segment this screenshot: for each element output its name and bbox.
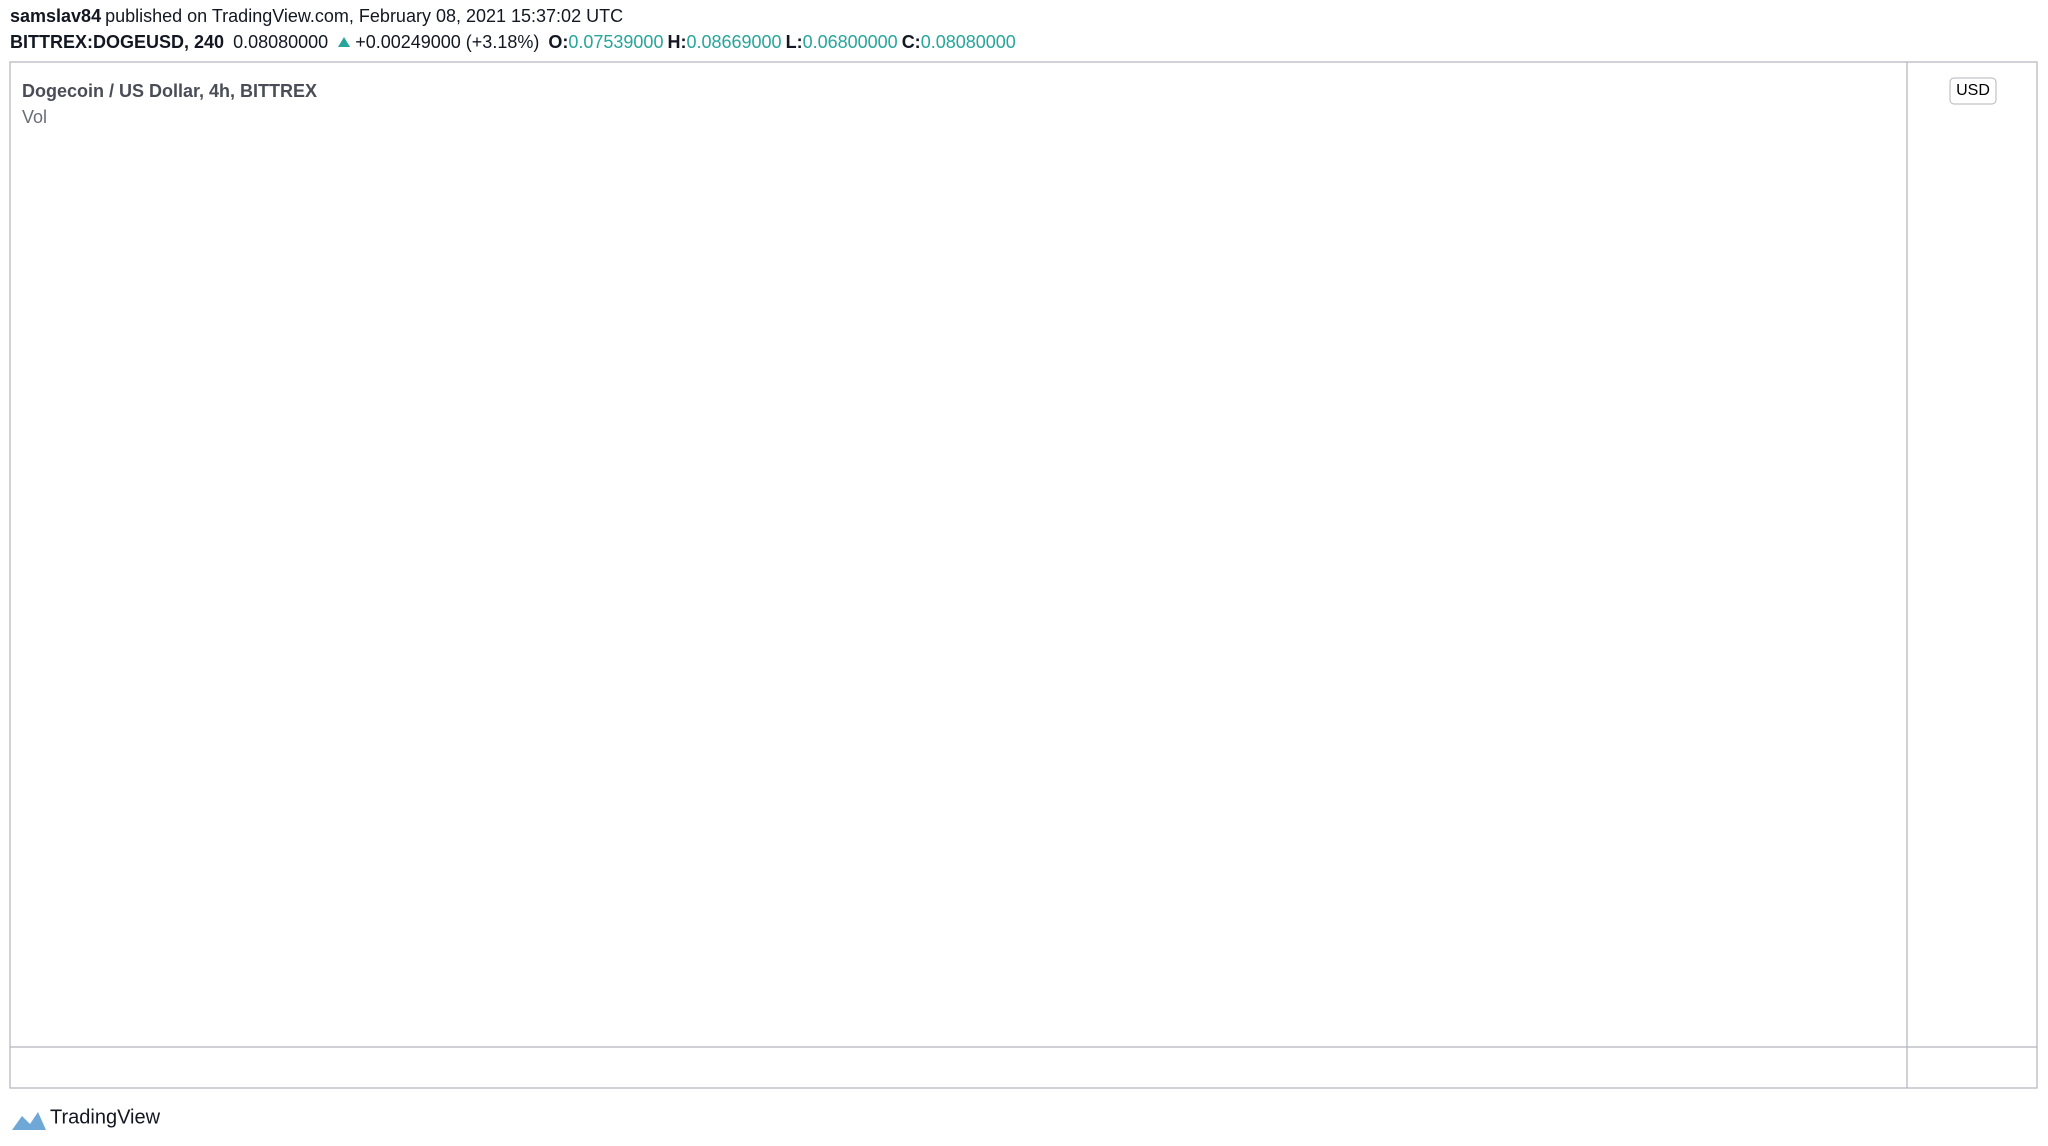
brand: TradingView <box>50 1106 161 1128</box>
symbol-line: BITTREX:DOGEUSD, 240 0.08080000 +0.00249… <box>10 32 1024 53</box>
ohlc-label: L: <box>785 32 803 52</box>
up-arrow <box>338 37 351 47</box>
frame <box>9 61 2038 1089</box>
logo: TradingView <box>12 1106 161 1130</box>
ohlc-label: H: <box>667 32 687 52</box>
published-line: samslav84 published on TradingView.com, F… <box>10 6 627 27</box>
currency-box[interactable] <box>1949 77 1997 105</box>
change: +0.00249000 (+3.18%) <box>355 32 540 52</box>
chart-title: Dogecoin / US Dollar, 4h, BITTREX <box>22 81 317 101</box>
ohlc-value: 0.08669000 <box>686 32 782 52</box>
ohlc-value: 0.06800000 <box>802 32 898 52</box>
volume-label: Vol <box>22 107 47 127</box>
publisher: samslav84 <box>10 6 102 26</box>
published-text: published on TradingView.com, February 0… <box>105 6 624 26</box>
ohlc-header: O:0.07539000 H:0.08669000 L:0.06800000 C:0.… <box>548 32 1019 52</box>
ohlc-value: 0.07539000 <box>568 32 664 52</box>
currency: USD <box>1956 82 1990 99</box>
ohlc-label: O: <box>548 32 569 52</box>
last-value: 0.08080000 <box>233 32 329 52</box>
ohlc-value: 0.08080000 <box>920 32 1016 52</box>
ohlc-label: C: <box>901 32 921 52</box>
symbol: BITTREX:DOGEUSD, 240 <box>10 32 225 52</box>
